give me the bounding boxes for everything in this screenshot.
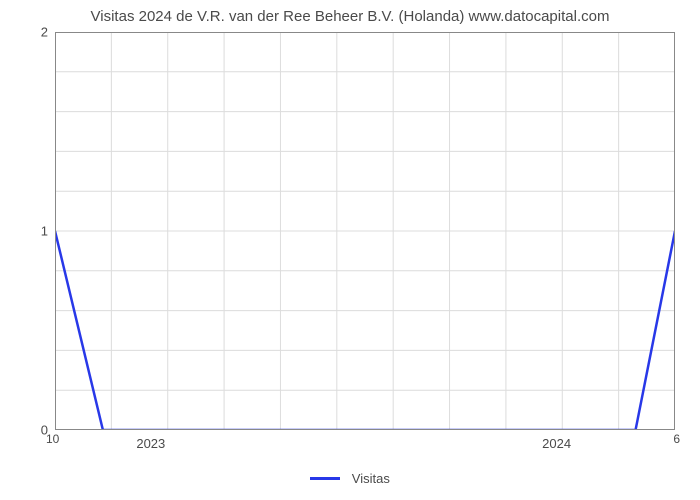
legend: Visitas <box>0 471 700 486</box>
corner-label-left: 10 <box>46 432 59 446</box>
chart-title: Visitas 2024 de V.R. van der Ree Beheer … <box>0 8 700 25</box>
gridlines <box>55 32 675 430</box>
x-tick-label: 2023 <box>136 436 165 451</box>
chart-svg <box>55 32 675 430</box>
data-series <box>55 231 675 430</box>
y-tick-label: 2 <box>8 25 48 40</box>
plot-area <box>55 32 675 430</box>
x-tick-label: 2024 <box>542 436 571 451</box>
corner-label-right: 6 <box>673 432 680 446</box>
y-tick-label: 0 <box>8 423 48 438</box>
legend-label: Visitas <box>352 471 390 486</box>
chart-container: { "chart": { "type": "line", "title": "V… <box>0 0 700 500</box>
y-tick-label: 1 <box>8 224 48 239</box>
legend-swatch <box>310 477 340 480</box>
